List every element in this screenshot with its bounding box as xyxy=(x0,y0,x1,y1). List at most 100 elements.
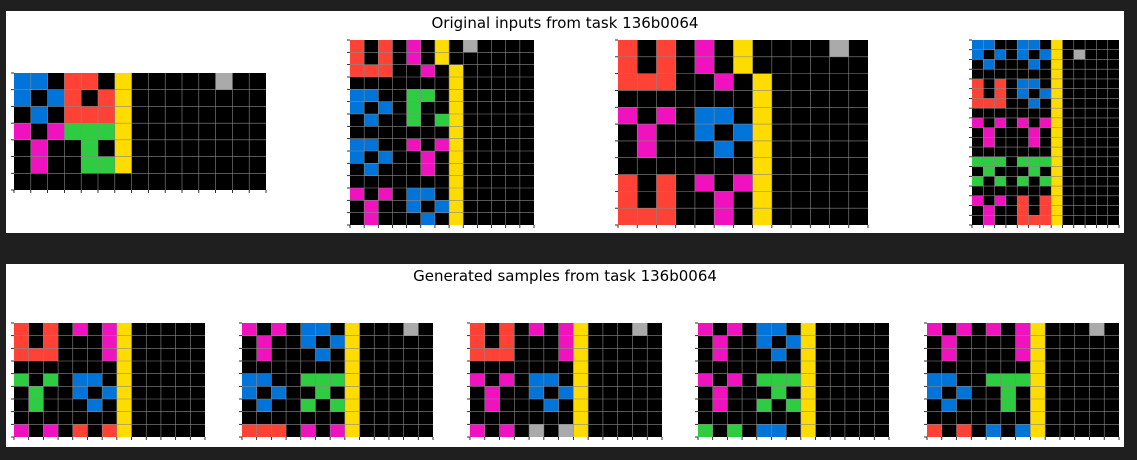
grid-cell xyxy=(1089,323,1105,336)
grid-cell xyxy=(983,215,995,225)
grid-cell xyxy=(786,399,801,412)
grid-cell xyxy=(983,166,995,177)
grid-cell xyxy=(983,98,995,109)
grid-cell xyxy=(698,373,713,387)
grid-cell xyxy=(756,323,772,336)
grid-cell xyxy=(1051,215,1063,225)
grid-cell xyxy=(64,89,82,107)
grid-cell xyxy=(941,399,957,412)
grid-cell xyxy=(972,40,984,50)
grid-cell xyxy=(499,335,515,349)
grid-cell xyxy=(271,386,287,399)
grid-cell xyxy=(364,200,379,213)
grid-cell xyxy=(449,163,464,176)
grid-cell xyxy=(116,335,132,349)
grid-cell xyxy=(727,373,743,387)
grid-cell xyxy=(406,188,421,201)
grid-cell xyxy=(364,114,379,127)
grid-cell xyxy=(406,200,421,213)
grid-cell xyxy=(98,156,115,174)
grid-cell xyxy=(1028,78,1040,89)
grid-cell xyxy=(116,348,132,361)
grid-cell xyxy=(300,335,316,349)
grid-cell xyxy=(1051,69,1063,79)
grid-cell xyxy=(98,106,115,124)
grid-cell xyxy=(1030,348,1046,361)
grid-cell xyxy=(30,73,48,90)
grid-cell xyxy=(656,208,676,225)
grid-cell xyxy=(712,386,728,399)
grid-cell xyxy=(800,411,816,425)
grid-cell xyxy=(994,195,1006,206)
grid-cell xyxy=(656,191,676,209)
grid-cell xyxy=(1017,78,1029,89)
grid-cell xyxy=(573,373,589,387)
grid-cell xyxy=(712,399,728,412)
grid-cell xyxy=(344,335,360,349)
grid-cell xyxy=(1039,195,1052,206)
grid-cell xyxy=(771,386,787,399)
grid-cell xyxy=(449,126,464,139)
grid-cell xyxy=(364,163,379,176)
grid-cell xyxy=(1051,137,1063,148)
grid-cell xyxy=(434,200,450,213)
grid-cell xyxy=(434,138,450,151)
grid-cell xyxy=(344,323,360,336)
grid-cell xyxy=(449,138,464,151)
grid-cell xyxy=(972,78,984,89)
grid-cell xyxy=(350,40,365,53)
grid-cell xyxy=(47,123,65,140)
grid-cell xyxy=(315,386,331,399)
grid-cell xyxy=(114,106,132,124)
grid-cell xyxy=(449,200,464,213)
grid-cell xyxy=(1030,373,1046,387)
grid-cell xyxy=(632,323,648,336)
grid-cell xyxy=(927,373,942,387)
grid-cell xyxy=(1030,335,1046,349)
grid-cell xyxy=(116,361,132,374)
grid-cell xyxy=(637,124,657,141)
grid-cell xyxy=(350,89,365,102)
grid-cell xyxy=(714,208,734,225)
top-grid-2 xyxy=(347,39,535,228)
grid-cell xyxy=(1039,88,1052,99)
grid-cell xyxy=(1051,205,1063,216)
grid-cell xyxy=(529,424,544,437)
grid-cell xyxy=(1017,215,1029,225)
grid-cell xyxy=(727,424,743,437)
grid-cell xyxy=(315,323,331,336)
grid-cell xyxy=(983,137,995,148)
grid-cell xyxy=(1030,424,1046,437)
grid-cell xyxy=(1051,49,1063,60)
grid-cell xyxy=(344,373,360,387)
grid-cell xyxy=(1028,156,1040,167)
grid-cell xyxy=(499,348,515,361)
grid-cell xyxy=(434,40,450,53)
grid-cell xyxy=(1017,88,1029,99)
grid-cell xyxy=(618,208,638,225)
grid-cell xyxy=(694,174,715,192)
grid-cell xyxy=(14,73,31,90)
grid-cell xyxy=(1030,323,1046,336)
grid-cell xyxy=(114,156,132,174)
grid-cell xyxy=(1039,117,1052,128)
grid-cell xyxy=(972,156,984,167)
grid-cell xyxy=(573,335,589,349)
grid-cell xyxy=(242,323,257,336)
grid-cell xyxy=(800,424,816,437)
grid-background xyxy=(972,40,1119,225)
grid-cell xyxy=(242,373,257,387)
grid-cell xyxy=(344,361,360,374)
grid-cell xyxy=(618,107,638,125)
grid-cell xyxy=(1017,195,1029,206)
grid-cell xyxy=(116,424,132,437)
grid-cell xyxy=(98,89,115,107)
grid-cell xyxy=(449,77,464,90)
grid-cell xyxy=(983,205,995,216)
grid-cell xyxy=(449,175,464,188)
grid-cell xyxy=(1051,88,1063,99)
grid-cell xyxy=(786,335,801,349)
grid-cell xyxy=(271,323,287,336)
grid-cell xyxy=(28,399,44,412)
grid-cell xyxy=(378,188,393,201)
